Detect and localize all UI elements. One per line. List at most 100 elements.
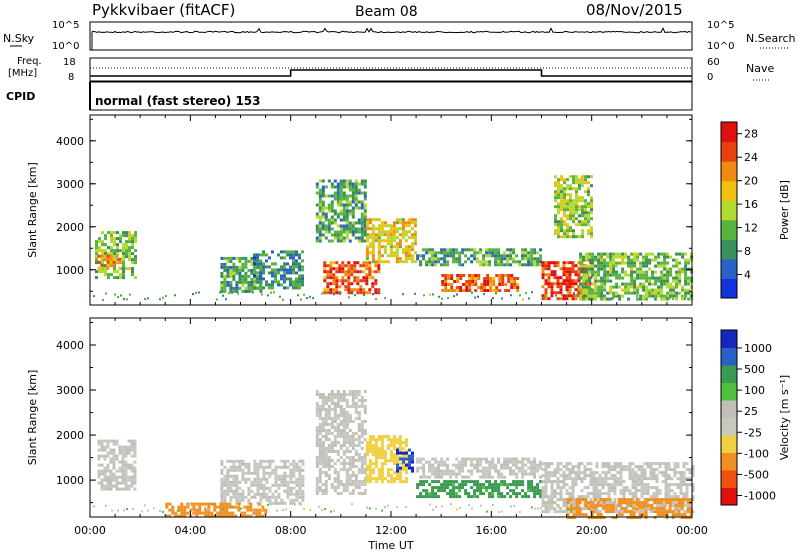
power-cell (220, 283, 224, 287)
velocity-cell (398, 480, 402, 484)
power-cell (591, 297, 595, 301)
velocity-cell (333, 408, 337, 411)
power-cell (569, 202, 572, 206)
velocity-cells (93, 390, 695, 520)
velocity-cell (330, 432, 334, 435)
velocity-cell (482, 483, 486, 487)
power-cell (113, 237, 116, 241)
velocity-cell (220, 492, 224, 496)
power-cell (377, 248, 381, 252)
velocity-cell (112, 478, 116, 482)
power-cell (458, 263, 462, 267)
velocity-cell (100, 481, 104, 485)
power-cell (363, 185, 367, 189)
velocity-cell (431, 495, 435, 499)
power-ground-cell (615, 293, 617, 296)
colorbar-swatch (721, 470, 737, 488)
velocity-cell (262, 489, 266, 493)
power-cell (315, 185, 319, 189)
velocity-cell (342, 408, 346, 411)
velocity-cell (216, 505, 220, 509)
power-cell (259, 286, 262, 290)
power-cell (271, 262, 274, 266)
velocity-cell (363, 492, 367, 495)
power-cell (368, 261, 372, 265)
velocity-cell (544, 462, 548, 466)
velocity-cell (336, 405, 340, 408)
velocity-cell (374, 441, 378, 445)
power-cell (444, 283, 448, 286)
power-cell (389, 230, 393, 234)
power-cell (122, 252, 125, 256)
velocity-cell (345, 468, 349, 471)
power-cells (93, 175, 694, 301)
velocity-cell (691, 498, 695, 502)
power-cell (657, 294, 661, 298)
velocity-cell (443, 489, 447, 493)
power-cell (471, 283, 475, 286)
velocity-cell (629, 501, 633, 505)
power-cell (345, 209, 349, 213)
velocity-cell (365, 447, 369, 451)
velocity-cell (491, 463, 495, 467)
velocity-cell (581, 513, 585, 517)
power-cell (624, 291, 628, 295)
power-cell (539, 248, 543, 252)
velocity-cell (339, 405, 343, 408)
power-cell (465, 286, 469, 289)
velocity-cell (324, 450, 328, 453)
velocity-cell (371, 450, 375, 454)
power-cell (329, 270, 333, 274)
velocity-cell (360, 405, 364, 408)
power-cell (232, 274, 236, 278)
power-cell (639, 261, 643, 265)
velocity-cell (327, 438, 331, 441)
velocity-cell (262, 477, 266, 481)
velocity-cell (363, 438, 367, 441)
velocity-cell (295, 495, 299, 499)
velocity-cell (610, 477, 614, 481)
power-cell (339, 218, 343, 222)
power-cell (547, 285, 551, 289)
velocity-cell (354, 411, 358, 414)
power-cell (223, 286, 227, 290)
power-cell (271, 283, 274, 287)
power-cell (594, 270, 598, 274)
power-cell (389, 248, 393, 252)
power-cell (612, 258, 616, 262)
velocity-cell (521, 460, 525, 464)
power-cell (327, 227, 331, 231)
power-cell (675, 270, 679, 274)
power-cell (232, 286, 236, 290)
velocity-cell (274, 477, 278, 481)
power-cell (327, 203, 331, 207)
velocity-cell (524, 492, 528, 496)
velocity-cell (106, 484, 110, 488)
power-cell (572, 181, 575, 185)
velocity-cell (578, 513, 582, 517)
power-cell (500, 254, 504, 258)
power-cell (513, 280, 517, 283)
power-cell (362, 291, 366, 295)
power-cell (106, 254, 110, 258)
power-cell (556, 276, 560, 280)
velocity-cell (635, 516, 639, 520)
velocity-cell (488, 460, 492, 464)
power-cell (597, 252, 601, 256)
velocity-cell (643, 489, 647, 493)
power-cell (636, 258, 640, 262)
velocity-cell (461, 469, 465, 473)
velocity-cell (408, 454, 411, 458)
velocity-cell (479, 492, 483, 496)
power-cell (401, 218, 405, 222)
power-cell (301, 250, 304, 254)
power-ground-cell (237, 292, 239, 295)
power-cell (345, 206, 349, 210)
power-cell (226, 256, 230, 260)
velocity-cell (330, 450, 334, 453)
velocity-cell (351, 435, 355, 438)
power-cell (513, 283, 517, 286)
power-cell (365, 233, 369, 237)
velocity-cell (195, 502, 199, 506)
power-ground-cell (354, 294, 356, 297)
